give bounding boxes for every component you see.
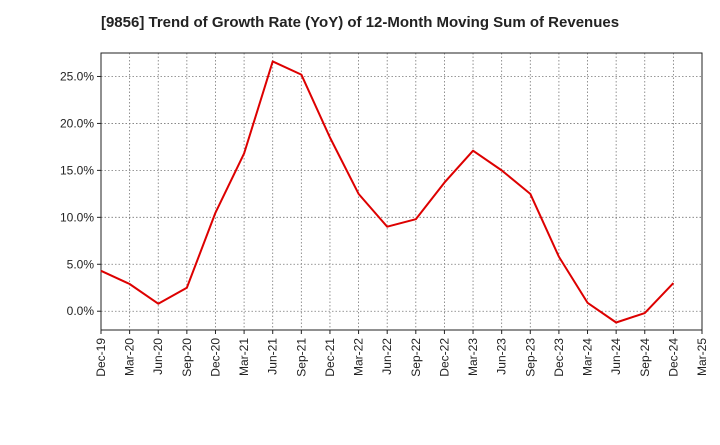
x-tick-label: Mar-24	[581, 338, 595, 376]
y-tick-label: 0.0%	[67, 304, 95, 318]
y-tick-label: 25.0%	[60, 69, 94, 83]
x-tick-label: Mar-25	[695, 338, 709, 376]
x-tick-label: Mar-22	[352, 338, 366, 376]
x-tick-label: Jun-20	[151, 338, 165, 375]
x-tick-label: Jun-22	[380, 338, 394, 375]
x-tick-label: Mar-21	[237, 338, 251, 376]
x-tick-label: Sep-20	[180, 338, 194, 377]
x-tick-label: Dec-19	[94, 338, 108, 377]
x-tick-label: Jun-21	[266, 338, 280, 375]
x-tick-label: Sep-21	[294, 338, 308, 377]
series-line	[101, 61, 673, 322]
chart-title: [9856] Trend of Growth Rate (YoY) of 12-…	[0, 14, 720, 31]
plot-frame	[101, 53, 702, 330]
x-tick-label: Mar-20	[123, 338, 137, 376]
x-tick-label: Dec-24	[666, 338, 680, 377]
y-tick-label: 5.0%	[67, 257, 95, 271]
x-tick-label: Dec-21	[323, 338, 337, 377]
x-tick-label: Dec-20	[208, 338, 222, 377]
x-tick-label: Dec-23	[552, 338, 566, 377]
x-tick-label: Sep-24	[638, 338, 652, 377]
y-tick-label: 10.0%	[60, 210, 94, 224]
x-tick-label: Sep-22	[409, 338, 423, 377]
x-tick-label: Jun-24	[609, 338, 623, 375]
y-tick-label: 15.0%	[60, 163, 94, 177]
x-tick-label: Jun-23	[495, 338, 509, 375]
x-tick-label: Dec-22	[437, 338, 451, 377]
x-tick-label: Sep-23	[523, 338, 537, 377]
x-tick-label: Mar-23	[466, 338, 480, 376]
y-tick-label: 20.0%	[60, 116, 94, 130]
